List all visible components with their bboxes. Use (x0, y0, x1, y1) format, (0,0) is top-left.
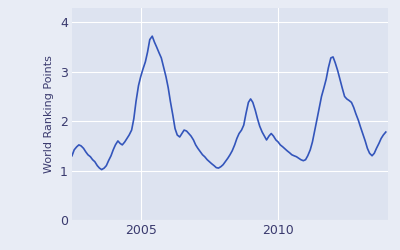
Y-axis label: World Ranking Points: World Ranking Points (44, 55, 54, 173)
